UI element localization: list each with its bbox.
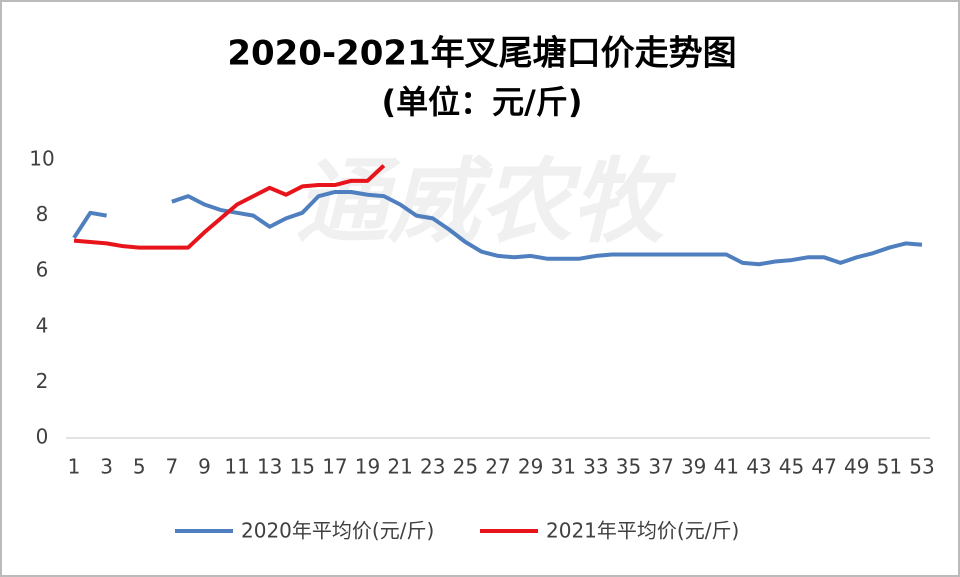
- x-tick-label: 53: [909, 455, 934, 479]
- chart-title: 2020-2021年叉尾塘口价走势图: [227, 34, 736, 74]
- y-tick-label: 2: [36, 369, 49, 393]
- y-tick-label: 10: [29, 147, 54, 171]
- x-tick-label: 29: [518, 455, 543, 479]
- legend-label: 2021年平均价(元/斤): [546, 519, 739, 543]
- x-tick-label: 19: [355, 455, 380, 479]
- x-tick-label: 17: [322, 455, 347, 479]
- x-tick-label: 27: [485, 455, 510, 479]
- x-tick-label: 31: [551, 455, 576, 479]
- x-tick-label: 25: [453, 455, 478, 479]
- x-tick-label: 49: [844, 455, 869, 479]
- x-tick-label: 13: [257, 455, 282, 479]
- x-tick-label: 15: [290, 455, 315, 479]
- y-tick-label: 8: [36, 202, 49, 226]
- watermark: 通威农牧: [296, 148, 677, 255]
- x-tick-label: 51: [877, 455, 902, 479]
- series-line: [73, 164, 386, 250]
- y-tick-label: 0: [36, 425, 49, 449]
- x-tick-label: 41: [714, 455, 739, 479]
- x-tick-label: 21: [387, 455, 412, 479]
- x-tick-label: 1: [68, 455, 81, 479]
- x-tick-label: 3: [100, 455, 113, 479]
- x-tick-label: 7: [165, 455, 178, 479]
- x-tick-label: 9: [198, 455, 211, 479]
- x-tick-label: 5: [133, 455, 146, 479]
- y-tick-label: 4: [36, 313, 49, 337]
- x-tick-label: 23: [420, 455, 445, 479]
- x-tick-label: 37: [648, 455, 673, 479]
- x-tick-label: 47: [811, 455, 836, 479]
- x-tick-label: 43: [746, 455, 771, 479]
- x-tick-label: 39: [681, 455, 706, 479]
- x-tick-label: 35: [616, 455, 641, 479]
- series-line: [72, 189, 923, 267]
- x-tick-label: 11: [224, 455, 249, 479]
- y-tick-label: 6: [36, 258, 49, 282]
- x-tick-label: 33: [583, 455, 608, 479]
- x-tick-label: 45: [779, 455, 804, 479]
- legend-label: 2020年平均价(元/斤): [241, 519, 434, 543]
- chart-subtitle: (单位：元/斤): [382, 83, 583, 121]
